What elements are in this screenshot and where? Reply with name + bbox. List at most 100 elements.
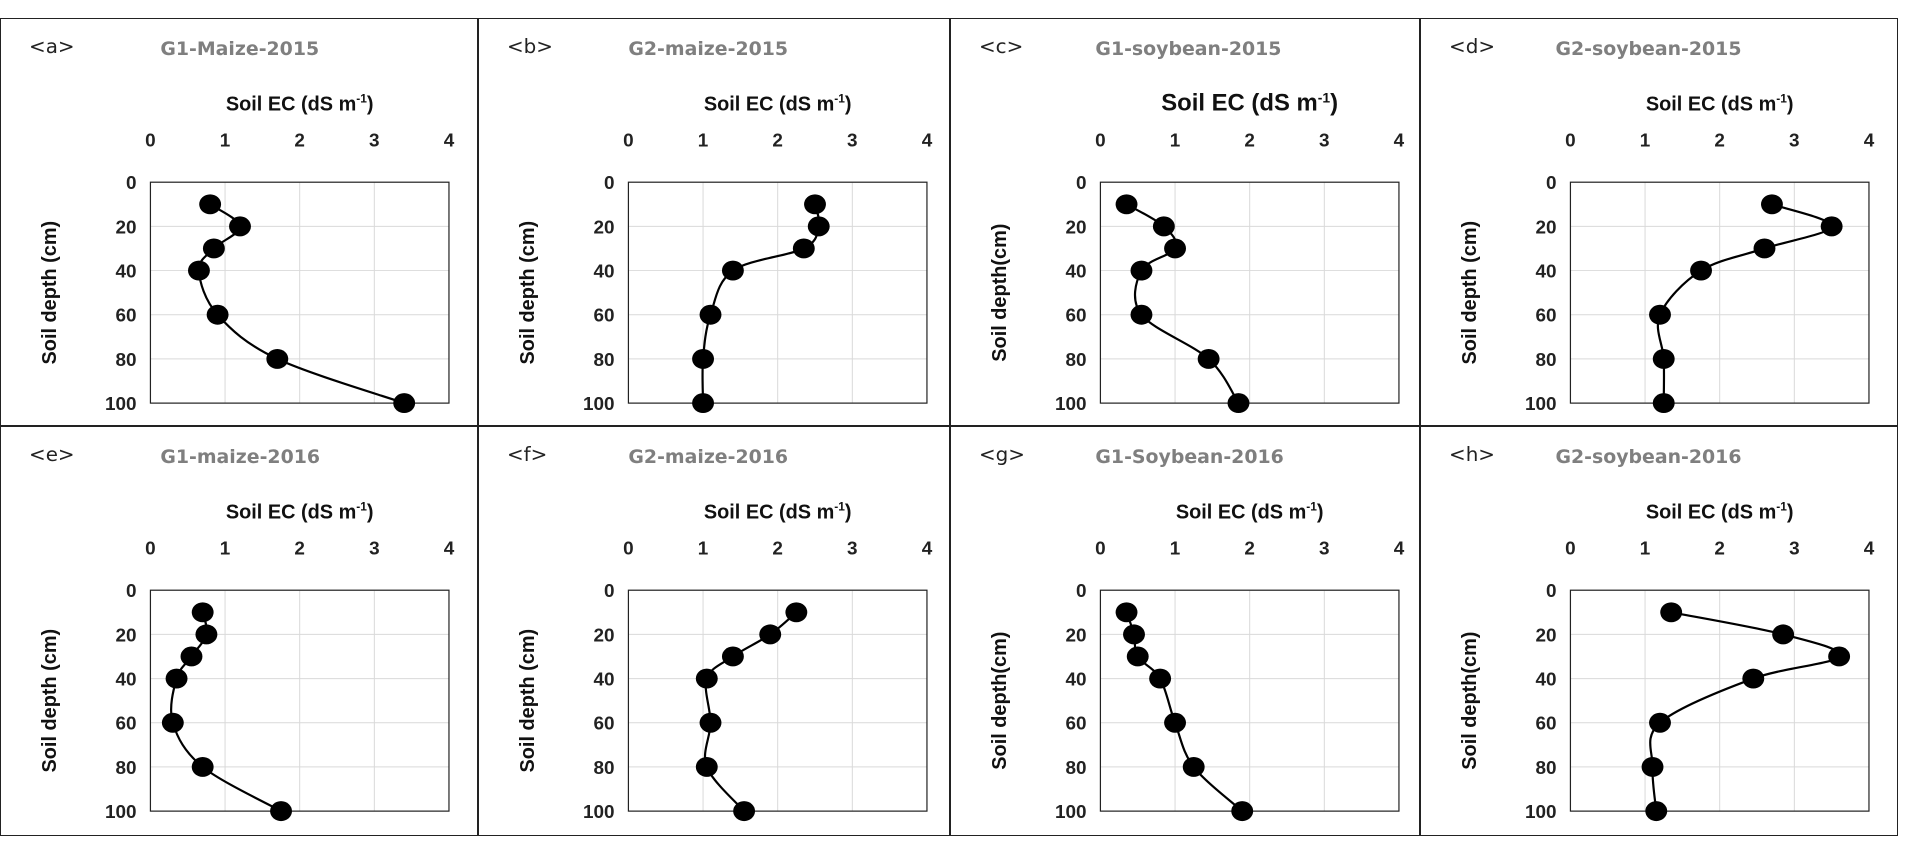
y-tick-label: 20 (593, 217, 614, 238)
data-point (759, 624, 782, 645)
data-point (191, 756, 214, 777)
x-tick-label: 4 (1864, 538, 1875, 559)
x-tick-label: 1 (220, 538, 231, 559)
data-point (695, 668, 718, 689)
data-point (1115, 602, 1138, 623)
series-line (703, 611, 798, 812)
data-point (206, 304, 229, 325)
y-tick-label: 40 (1065, 670, 1086, 691)
series-line (1656, 203, 1833, 404)
y-axis-title: Soil depth (cm) (517, 221, 539, 365)
data-point (266, 348, 289, 369)
x-tick-label: 0 (1095, 538, 1106, 559)
y-tick-label: 0 (604, 581, 615, 602)
x-tick-label: 1 (1640, 538, 1651, 559)
chart-title: G2-maize-2016 (628, 446, 788, 468)
x-tick-label: 3 (1319, 130, 1330, 151)
x-tick-label: 4 (922, 130, 933, 151)
chart-title: G1-maize-2016 (160, 446, 320, 468)
x-axis-title: Soil EC (dS m-1) (1176, 500, 1324, 524)
y-tick-label: 80 (1535, 350, 1556, 371)
x-tick-label: 0 (623, 130, 634, 151)
x-axis-title: Soil EC (dS m-1) (1646, 92, 1794, 116)
y-tick-label: 0 (1076, 581, 1087, 602)
y-tick-label: 100 (583, 394, 615, 415)
series-line (1125, 203, 1240, 404)
data-point (165, 668, 188, 689)
data-point (1231, 801, 1254, 822)
y-axis-title: Soil depth(cm) (989, 224, 1011, 362)
chart-panel-f: <f> G2-maize-2016 Soil EC (dS m-1) 0 1 2 3 4 0 20… (478, 426, 950, 836)
x-tick-label: 0 (623, 538, 634, 559)
series-line (170, 612, 282, 813)
series-line (701, 204, 821, 404)
y-tick-label: 60 (1065, 714, 1086, 735)
data-point (1152, 216, 1175, 237)
data-point (1820, 216, 1843, 237)
panel-label: <c> (979, 35, 1023, 58)
chart-panel-c: <c> G1-soybean-2015 Soil EC (dS m-1) 0 1 2 3 4 0… (950, 18, 1420, 426)
y-tick-label: 100 (1525, 802, 1557, 823)
y-tick-label: 60 (1535, 306, 1556, 327)
y-tick-label: 60 (115, 714, 136, 735)
y-tick-label: 100 (1525, 394, 1557, 415)
x-tick-label: 1 (1640, 130, 1651, 151)
y-tick-label: 0 (1546, 581, 1557, 602)
data-point (785, 602, 808, 623)
y-axis-title: Soil depth(cm) (1459, 632, 1481, 770)
x-tick-label: 3 (1319, 538, 1330, 559)
data-point (191, 602, 214, 623)
x-axis-title: Soil EC (dS m-1) (226, 500, 374, 524)
x-tick-label: 3 (1789, 538, 1800, 559)
data-point (804, 194, 826, 215)
data-point (1197, 348, 1220, 369)
data-point (1753, 238, 1776, 259)
data-point (692, 348, 714, 369)
data-point (270, 801, 292, 822)
panel-label: <e> (29, 443, 75, 466)
x-tick-label: 1 (1170, 130, 1181, 151)
y-tick-label: 60 (1535, 714, 1556, 735)
data-point (792, 238, 815, 259)
data-point (1690, 260, 1712, 281)
data-point (1828, 646, 1851, 667)
plot-frame (627, 589, 928, 812)
y-tick-label: 20 (115, 625, 136, 646)
data-point (188, 260, 210, 281)
x-tick-label: 1 (220, 130, 231, 151)
series-line (197, 203, 405, 405)
x-tick-label: 2 (1714, 538, 1725, 559)
y-tick-label: 20 (115, 217, 136, 238)
y-tick-label: 40 (115, 670, 136, 691)
x-axis-title: Soil EC (dS m-1) (1161, 90, 1338, 117)
y-tick-label: 100 (1055, 802, 1087, 823)
x-tick-label: 0 (1095, 130, 1106, 151)
x-tick-label: 4 (922, 538, 933, 559)
x-tick-label: 0 (1565, 538, 1576, 559)
y-tick-label: 80 (593, 350, 614, 371)
panel-label: <f> (507, 443, 547, 466)
series-line (1125, 611, 1243, 812)
y-tick-label: 0 (126, 581, 137, 602)
x-tick-label: 4 (1394, 538, 1405, 559)
plot-frame (627, 181, 928, 404)
plot-frame (149, 589, 450, 812)
y-tick-label: 100 (583, 802, 615, 823)
data-point (1130, 304, 1153, 325)
y-axis-title: Soil depth (cm) (517, 629, 539, 773)
chart-title: G2-soybean-2015 (1556, 38, 1742, 60)
x-tick-label: 3 (847, 538, 858, 559)
data-point (699, 304, 722, 325)
y-tick-label: 60 (115, 306, 136, 327)
x-tick-label: 4 (444, 130, 455, 151)
y-tick-label: 40 (593, 670, 614, 691)
plot-frame (1569, 589, 1870, 812)
panel-label: <d> (1449, 35, 1495, 58)
y-tick-label: 0 (126, 173, 137, 194)
y-tick-label: 40 (1065, 262, 1086, 283)
x-tick-label: 2 (1244, 538, 1255, 559)
chart-panel-h: <h> G2-soybean-2016 Soil EC (dS m-1) 0 1 2 3 4 0… (1420, 426, 1898, 836)
